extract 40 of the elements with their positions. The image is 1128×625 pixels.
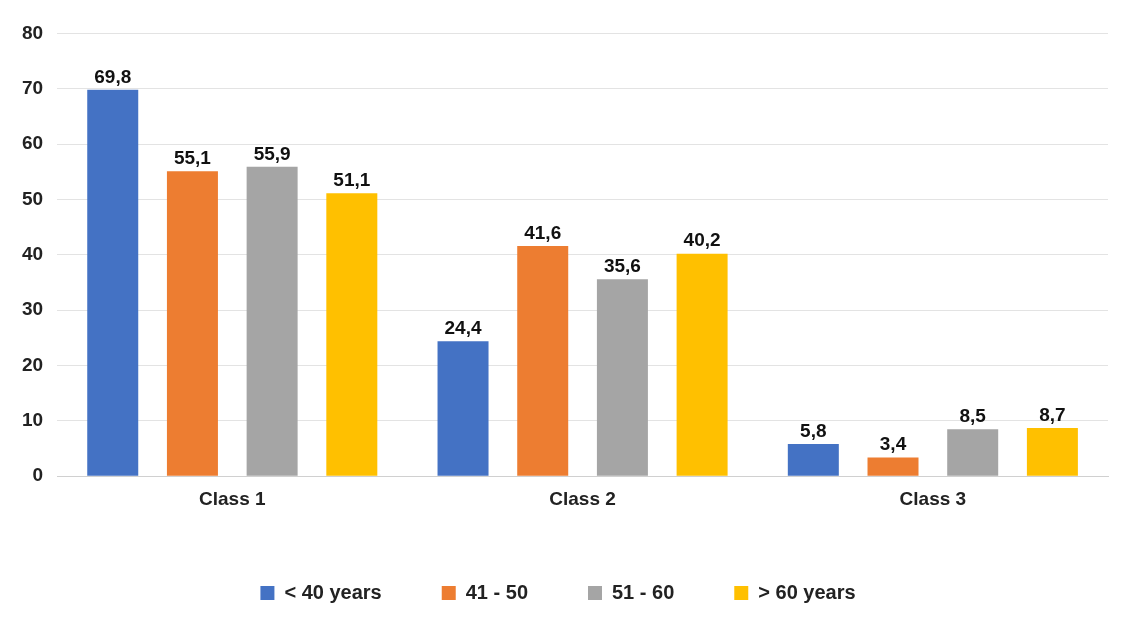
data-label: 8,7 — [1039, 403, 1066, 425]
y-tick-label: 70 — [21, 76, 44, 98]
y-tick-label: 60 — [21, 132, 44, 154]
legend-label: 51 - 60 — [612, 580, 675, 603]
x-tick-label: Class 2 — [549, 487, 616, 509]
y-tick-label: 0 — [32, 464, 44, 486]
y-tick-label: 20 — [21, 353, 44, 375]
y-tick-label: 80 — [21, 21, 44, 43]
y-tick-label: 10 — [21, 409, 44, 431]
bar — [246, 166, 298, 476]
data-label: 51,1 — [333, 169, 371, 191]
bar — [787, 444, 839, 476]
data-label: 41,6 — [524, 221, 562, 243]
data-label: 24,4 — [444, 316, 482, 338]
bar — [437, 341, 489, 476]
x-tick-label: Class 3 — [899, 487, 967, 509]
data-label: 40,2 — [683, 229, 721, 251]
legend-label: < 40 years — [284, 580, 382, 603]
bar — [1026, 428, 1078, 476]
legend-label: 41 - 50 — [465, 580, 528, 603]
bar — [87, 89, 139, 476]
bar — [676, 253, 728, 476]
y-tick-label: 50 — [21, 187, 44, 209]
data-label: 35,6 — [603, 254, 641, 276]
bar — [326, 193, 378, 476]
data-label: 69,8 — [94, 65, 132, 87]
data-label: 5,8 — [800, 419, 827, 441]
y-tick-label: 40 — [21, 243, 44, 265]
data-label: 55,9 — [253, 142, 291, 164]
data-label: 3,4 — [879, 433, 907, 455]
y-tick-label: 30 — [21, 298, 44, 320]
data-label: 55,1 — [173, 146, 212, 168]
bar — [867, 457, 919, 476]
data-label: 8,5 — [959, 404, 987, 426]
x-tick-label: Class 1 — [199, 487, 266, 509]
bar — [596, 279, 648, 476]
bar — [166, 171, 218, 476]
legend-label: > 60 years — [758, 580, 856, 603]
bar — [947, 429, 999, 476]
bar — [517, 245, 569, 476]
